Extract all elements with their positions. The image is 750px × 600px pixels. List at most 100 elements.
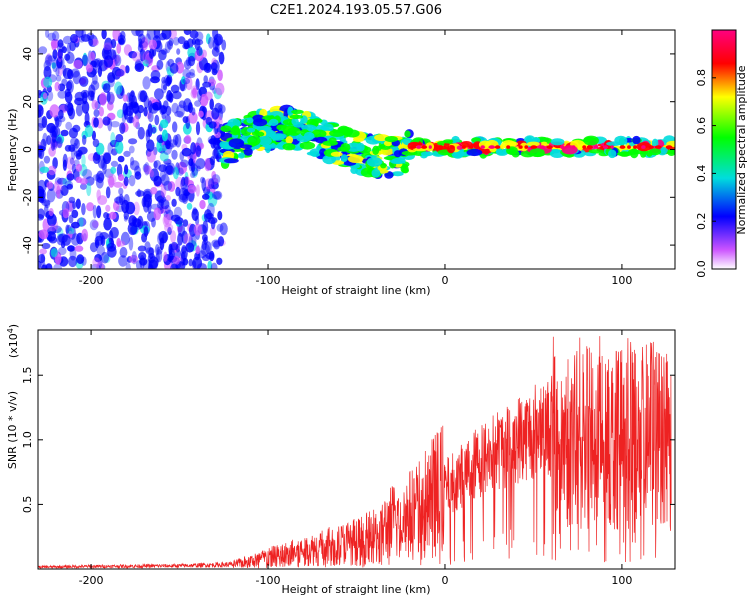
spectral-blob [264,143,271,154]
spectral-blob [105,204,111,212]
spectral-blob [143,95,150,109]
spectral-blob [172,121,178,133]
spectral-blob [146,30,156,40]
snr-frame [37,329,676,570]
spectral-peak [518,145,523,149]
spectral-blob [128,138,138,145]
spectral-peak [654,145,662,149]
spectral-blob [89,38,94,46]
spectral-blob [189,68,195,76]
spectral-blob [175,186,181,197]
spectral-blob [116,109,125,119]
spectral-blob [75,149,83,157]
spectral-blob [81,30,86,39]
spectral-blob [219,222,228,236]
spectral-blob [193,223,202,236]
x-tick-label: 100 [611,274,632,287]
spectral-blob [46,90,54,102]
spectral-blob [110,132,116,146]
spectral-blob [38,179,47,194]
spectral-blob [43,155,51,164]
spectral-blob [191,164,199,176]
spectral-blob [86,32,95,40]
spectral-blob [188,258,193,267]
spectral-blob [95,177,104,189]
spectral-blob [137,43,144,53]
spectral-blob [114,196,123,204]
spectral-blob [49,104,60,118]
spectral-blob [285,136,294,144]
colorbar-tick-label: 0.4 [695,165,708,183]
colorbar-frame [711,29,737,270]
spectral-blob [137,33,146,44]
spectral-blob [47,165,57,176]
spectral-blob [209,156,216,166]
spectral-blob [55,55,65,70]
spectral-blob [161,76,167,84]
spectral-blob [204,91,213,101]
snr-ylabel: SNR (10 * v/v) [6,391,19,469]
spectral-blob [133,201,140,216]
spectral-blob [420,151,434,157]
spectral-blob [148,39,158,50]
spectral-blob [172,134,179,146]
spectral-blob [120,231,130,246]
spectral-blob [84,111,90,126]
spectral-blob [151,101,162,111]
spectral-blob [101,47,110,60]
spectral-blob [171,149,178,160]
spectral-blob [311,129,327,138]
spectral-blob [52,49,58,60]
spectral-blob [442,139,454,144]
spectral-blob [57,177,67,185]
spectral-peak [560,145,564,149]
spectral-blob [238,152,245,159]
spectral-blob [117,155,125,163]
spectral-blob [195,121,201,136]
spectral-blob [124,164,129,175]
spectral-blob [61,46,67,54]
spectral-blob [47,32,57,41]
colorbar-tick-label: 0.8 [695,69,708,87]
spectral-blob [195,246,200,255]
spectral-blob [158,199,165,207]
spectral-blob [163,162,173,176]
spectral-blob [68,214,74,224]
spectral-blob [72,124,81,133]
spectral-blob [61,78,68,87]
y-tick-label: 40 [21,47,34,61]
spectrogram-plot [38,30,675,269]
spectral-peak [641,145,646,149]
spectral-blob [289,114,304,119]
spectral-blob [217,236,225,247]
spectral-blob [181,76,186,85]
spectral-blob [142,59,149,67]
spectral-blob [337,146,349,152]
spectral-blob [202,234,208,242]
spectral-blob [134,63,145,72]
spectral-peak [633,145,638,149]
spectral-blob [68,144,76,152]
spectral-blob [128,51,138,59]
y-tick-label: -40 [21,236,34,254]
x-tick-label: -200 [79,274,104,287]
spectral-blob [207,217,218,224]
spectral-blob [529,148,545,158]
spectral-blob [100,251,109,264]
spectral-blob [588,149,605,154]
spectral-blob [183,233,193,246]
spectral-blob [165,195,171,202]
spectral-blob [78,217,84,227]
spectral-blob [39,248,47,255]
spectral-blob [116,237,122,248]
spectral-blob [150,76,160,84]
spectral-blob [145,247,155,255]
spectral-blob [322,140,339,146]
spectral-blob [113,181,123,188]
spectral-blob [79,76,89,87]
spectral-blob [151,126,157,134]
spectral-blob [89,219,99,231]
spectral-blob [257,135,272,146]
spectral-blob [166,162,176,176]
spectral-blob [137,215,144,229]
